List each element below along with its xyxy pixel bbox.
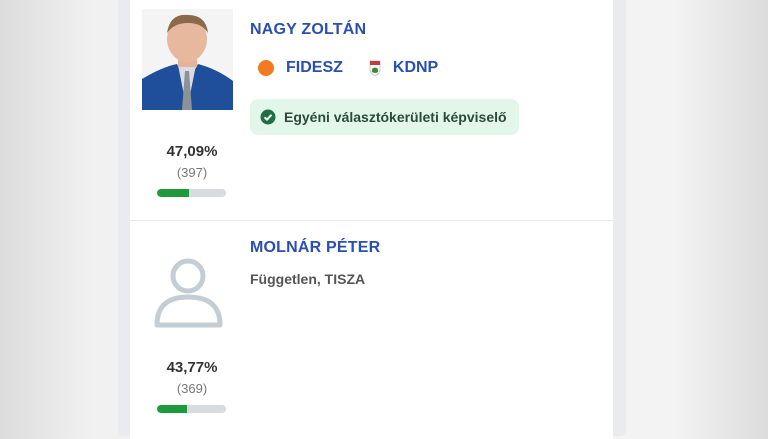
candidate-row[interactable]: NAGY ZOLTÁN FIDESZ KDNP Egyéni választók… (130, 3, 613, 221)
vote-percent: 47,09% (166, 143, 218, 160)
vote-count: (369) (176, 381, 208, 396)
user-placeholder-icon (154, 258, 223, 328)
party-fidesz: FIDESZ (258, 59, 343, 77)
party-list: FIDESZ KDNP (258, 59, 456, 77)
candidate-name[interactable]: MOLNÁR PÉTER (250, 239, 381, 256)
elected-badge: Egyéni választókerületi képviselő (250, 99, 519, 135)
vote-share-fill (157, 405, 188, 413)
vote-share-bar (157, 189, 226, 197)
party-label: KDNP (392, 59, 439, 76)
candidate-name[interactable]: NAGY ZOLTÁN (250, 21, 367, 38)
candidate-row[interactable]: MOLNÁR PÉTER Független, TISZA 43,77% (36… (130, 221, 613, 435)
vote-share-bar (157, 405, 226, 413)
vote-share-fill (157, 189, 190, 197)
vote-count: (397) (176, 165, 208, 180)
party-kdnp: KDNP (369, 59, 438, 77)
kdnp-shield-icon (369, 60, 381, 76)
candidate-affiliation: Független, TISZA (250, 271, 366, 287)
candidate-photo (142, 9, 233, 110)
check-badge-icon (260, 109, 276, 125)
fidesz-logo-icon (258, 60, 274, 76)
party-label: FIDESZ (286, 59, 343, 76)
candidate-list: NAGY ZOLTÁN FIDESZ KDNP Egyéni választók… (130, 0, 613, 439)
badge-label: Egyéni választókerületi képviselő (284, 109, 507, 125)
vote-percent: 43,77% (166, 359, 218, 376)
